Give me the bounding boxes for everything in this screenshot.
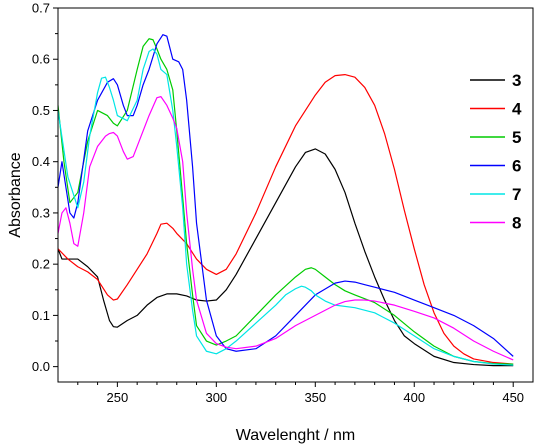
y-tick-label: 0.7 [32, 1, 50, 16]
x-tick-label: 350 [304, 390, 326, 405]
y-tick-label: 0.3 [32, 205, 50, 220]
series-layer [58, 34, 514, 367]
legend: 3 4 5 6 7 8 [470, 71, 522, 233]
y-tick-label: 0.0 [32, 359, 50, 374]
legend-label-5: 5 [512, 128, 521, 147]
series-line-7 [58, 48, 514, 366]
series-line-3 [58, 148, 514, 367]
ticks-layer: 250 300 350 400 450 0.0 0.1 0.2 0.3 0.4 0.5 0.6 0.7 [32, 1, 524, 406]
x-axis-label: Wavelenght / nm [236, 427, 355, 444]
series-line-8 [58, 96, 514, 361]
legend-label-4: 4 [512, 100, 522, 119]
series-line-5 [58, 38, 514, 365]
series-line-6 [58, 34, 514, 357]
y-axis-label: Absorbance [7, 152, 24, 237]
legend-label-3: 3 [512, 71, 521, 90]
legend-label-6: 6 [512, 157, 521, 176]
series-line-4 [58, 74, 514, 365]
y-tick-label: 0.6 [32, 52, 50, 67]
y-tick-label: 0.2 [32, 257, 50, 272]
y-tick-label: 0.4 [32, 154, 50, 169]
y-tick-label: 0.5 [32, 103, 50, 118]
x-tick-label: 400 [403, 390, 425, 405]
legend-label-8: 8 [512, 214, 521, 233]
legend-label-7: 7 [512, 185, 521, 204]
x-tick-label: 450 [502, 390, 524, 405]
x-tick-label: 250 [107, 390, 129, 405]
x-tick-label: 300 [205, 390, 227, 405]
y-tick-label: 0.1 [32, 308, 50, 323]
